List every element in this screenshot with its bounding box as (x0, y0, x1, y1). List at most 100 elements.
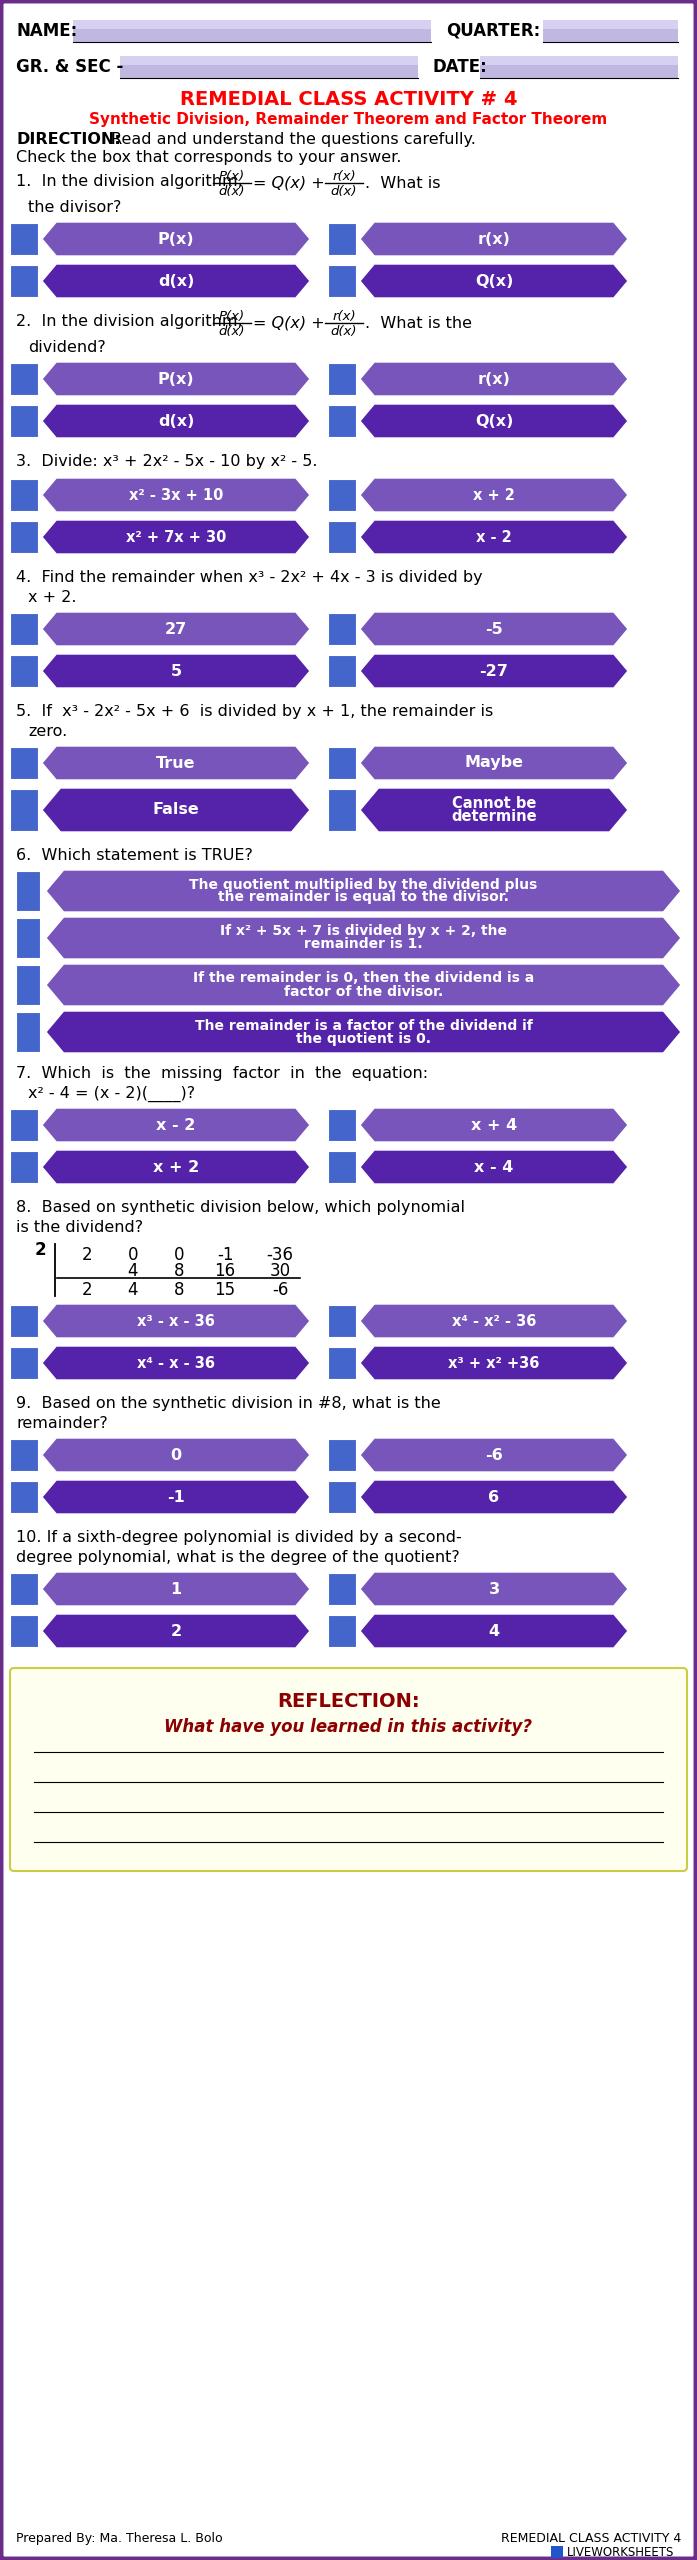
Text: x² + 7x + 30: x² + 7x + 30 (126, 530, 227, 545)
Text: factor of the divisor.: factor of the divisor. (284, 986, 443, 998)
Polygon shape (42, 745, 310, 781)
Text: d(x): d(x) (219, 184, 245, 197)
Text: x - 2: x - 2 (476, 530, 512, 545)
Polygon shape (46, 1011, 681, 1052)
Text: x + 2: x + 2 (473, 486, 515, 502)
Text: .  What is the: . What is the (365, 315, 472, 330)
FancyBboxPatch shape (543, 20, 678, 28)
Polygon shape (42, 264, 310, 297)
FancyBboxPatch shape (328, 655, 356, 686)
Text: x³ - x - 36: x³ - x - 36 (137, 1313, 215, 1329)
Text: the divisor?: the divisor? (28, 200, 121, 215)
Polygon shape (46, 916, 681, 960)
Text: x + 4: x + 4 (471, 1119, 517, 1132)
Text: 0: 0 (171, 1446, 181, 1462)
Text: d(x): d(x) (219, 325, 245, 338)
Polygon shape (42, 1149, 310, 1183)
FancyBboxPatch shape (16, 965, 40, 1006)
Text: 2: 2 (34, 1242, 46, 1260)
FancyBboxPatch shape (10, 522, 38, 553)
FancyBboxPatch shape (10, 479, 38, 512)
FancyBboxPatch shape (10, 1572, 38, 1605)
Polygon shape (42, 223, 310, 256)
Text: zero.: zero. (28, 724, 67, 740)
Polygon shape (360, 1347, 628, 1380)
Text: d(x): d(x) (331, 325, 358, 338)
Text: .  What is: . What is (365, 177, 441, 192)
Text: 6: 6 (489, 1490, 500, 1505)
FancyBboxPatch shape (328, 404, 356, 438)
Text: d(x): d(x) (331, 184, 358, 197)
FancyBboxPatch shape (73, 20, 431, 41)
Polygon shape (360, 479, 628, 512)
FancyBboxPatch shape (328, 1615, 356, 1646)
Text: -6: -6 (272, 1280, 288, 1298)
FancyBboxPatch shape (328, 1482, 356, 1513)
Polygon shape (360, 264, 628, 297)
Text: Q(x): Q(x) (475, 274, 513, 289)
Polygon shape (360, 1439, 628, 1472)
Polygon shape (360, 788, 628, 832)
Text: 15: 15 (215, 1280, 236, 1298)
FancyBboxPatch shape (328, 1347, 356, 1380)
Text: the remainder is equal to the divisor.: the remainder is equal to the divisor. (218, 891, 509, 904)
Text: 4.  Find the remainder when x³ - 2x² + 4x - 3 is divided by: 4. Find the remainder when x³ - 2x² + 4x… (16, 571, 482, 586)
Polygon shape (42, 612, 310, 645)
Polygon shape (42, 1572, 310, 1605)
Text: 9.  Based on the synthetic division in #8, what is the: 9. Based on the synthetic division in #8… (16, 1395, 441, 1411)
Text: False: False (153, 801, 199, 817)
Text: -1: -1 (217, 1247, 233, 1265)
Text: x² - 4 = (x - 2)(____)?: x² - 4 = (x - 2)(____)? (28, 1085, 195, 1103)
FancyBboxPatch shape (10, 1152, 38, 1183)
Text: x + 2: x + 2 (153, 1160, 199, 1175)
Text: 4: 4 (489, 1623, 500, 1638)
Polygon shape (42, 1439, 310, 1472)
Text: Q(x): Q(x) (475, 415, 513, 428)
FancyBboxPatch shape (543, 20, 678, 41)
Text: 2: 2 (82, 1247, 92, 1265)
Text: 4: 4 (128, 1262, 138, 1280)
FancyBboxPatch shape (10, 1482, 38, 1513)
Text: 8: 8 (174, 1280, 184, 1298)
Polygon shape (42, 788, 310, 832)
FancyBboxPatch shape (328, 1439, 356, 1472)
Text: x⁴ - x² - 36: x⁴ - x² - 36 (452, 1313, 536, 1329)
Text: 2: 2 (82, 1280, 92, 1298)
Text: P(x): P(x) (158, 371, 194, 387)
FancyBboxPatch shape (328, 1572, 356, 1605)
FancyBboxPatch shape (10, 1439, 38, 1472)
Text: 30: 30 (270, 1262, 291, 1280)
FancyBboxPatch shape (10, 612, 38, 645)
FancyBboxPatch shape (328, 1306, 356, 1336)
Text: 6.  Which statement is TRUE?: 6. Which statement is TRUE? (16, 847, 253, 863)
Text: determine: determine (451, 809, 537, 824)
Text: 7.  Which  is  the  missing  factor  in  the  equation:: 7. Which is the missing factor in the eq… (16, 1065, 428, 1080)
Text: LIVEWORKSHEETS: LIVEWORKSHEETS (567, 2547, 675, 2560)
FancyBboxPatch shape (328, 1108, 356, 1142)
FancyBboxPatch shape (551, 2547, 563, 2557)
Polygon shape (42, 520, 310, 553)
FancyBboxPatch shape (328, 223, 356, 256)
Text: REFLECTION:: REFLECTION: (277, 1692, 420, 1710)
Text: -6: -6 (485, 1446, 503, 1462)
Polygon shape (360, 1149, 628, 1183)
Text: x³ + x² +36: x³ + x² +36 (448, 1354, 539, 1370)
Text: 0: 0 (128, 1247, 138, 1265)
FancyBboxPatch shape (10, 1306, 38, 1336)
Text: REMEDIAL CLASS ACTIVITY # 4: REMEDIAL CLASS ACTIVITY # 4 (180, 90, 517, 110)
Polygon shape (360, 520, 628, 553)
Text: remainder is 1.: remainder is 1. (304, 937, 423, 952)
FancyBboxPatch shape (328, 364, 356, 394)
Polygon shape (42, 1613, 310, 1649)
Text: If the remainder is 0, then the dividend is a: If the remainder is 0, then the dividend… (193, 970, 534, 986)
Text: r(x): r(x) (477, 371, 510, 387)
Text: DATE:: DATE: (432, 59, 487, 77)
Text: is the dividend?: is the dividend? (16, 1221, 143, 1234)
Text: r(x): r(x) (332, 310, 355, 323)
Text: d(x): d(x) (158, 274, 194, 289)
Text: DIRECTION:: DIRECTION: (16, 133, 121, 146)
Text: Read and understand the questions carefully.: Read and understand the questions carefu… (106, 133, 476, 146)
FancyBboxPatch shape (10, 1669, 687, 1871)
Text: -36: -36 (266, 1247, 293, 1265)
Polygon shape (46, 965, 681, 1006)
